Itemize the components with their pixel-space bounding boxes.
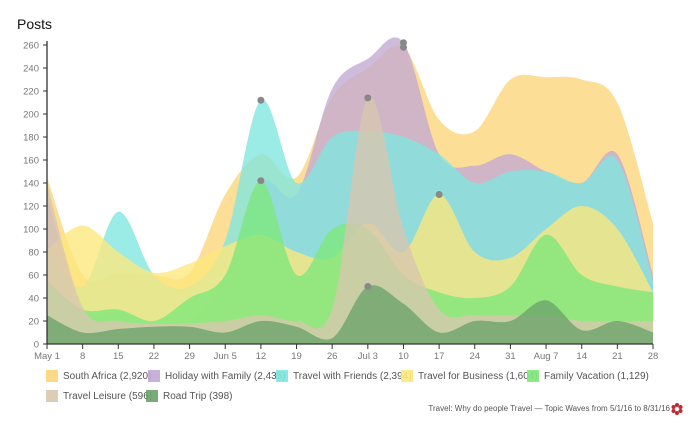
legend-label: Travel with Friends (2,394) [293, 370, 412, 382]
legend-item-4[interactable]: Family Vacation (1,129) [527, 370, 649, 382]
peak-marker-2[interactable] [257, 96, 265, 104]
x-tick-label: Jul 3 [358, 351, 378, 362]
y-axis-title: Posts [17, 16, 52, 32]
x-tick-label: 10 [398, 351, 409, 362]
x-tick-label: 26 [327, 351, 338, 362]
y-tick-label: 160 [23, 156, 39, 167]
area-series-5[interactable] [47, 96, 653, 345]
peak-marker-1[interactable] [399, 39, 407, 47]
x-tick-label: 24 [469, 351, 480, 362]
peak-marker-4[interactable] [257, 177, 265, 185]
x-tick-label: 8 [80, 351, 85, 362]
y-tick-label: 0 [34, 340, 39, 351]
areas-group [47, 37, 653, 345]
area-series-6[interactable] [47, 285, 653, 344]
legend-swatch [148, 370, 160, 382]
legend-swatch [276, 370, 288, 382]
x-tick-label: 15 [113, 351, 124, 362]
legend-label: Travel for Business (1,604) [418, 370, 538, 382]
legend-item-0[interactable]: South Africa (2,920) [46, 370, 151, 382]
legend-label: Holiday with Family (2,435) [165, 370, 286, 382]
legend-item-5[interactable]: Travel Leisure (596) [46, 390, 152, 402]
x-tick-label: 19 [291, 351, 302, 362]
y-tick-label: 100 [23, 225, 39, 236]
y-tick-label: 140 [23, 179, 39, 190]
y-tick-label: 120 [23, 202, 39, 213]
y-tick-label: 80 [28, 248, 39, 259]
legend-item-3[interactable]: Travel for Business (1,604) [401, 370, 538, 382]
x-tick-label: 21 [612, 351, 623, 362]
y-ticks: 0 20 40 60 80 100 120 140 160 180 200 220 240 260 [23, 41, 47, 351]
legend-label: South Africa (2,920) [63, 370, 152, 382]
x-tick-label: 17 [434, 351, 445, 362]
legend-swatch [46, 370, 58, 382]
y-tick-label: 240 [23, 64, 39, 75]
x-tick-label: 14 [576, 351, 587, 362]
x-tick-label: Aug 7 [534, 351, 559, 362]
y-tick-label: 220 [23, 87, 39, 98]
flower-logo-icon [671, 403, 683, 415]
y-tick-label: 180 [23, 133, 39, 144]
x-tick-label: 22 [149, 351, 160, 362]
legend-swatch [527, 370, 539, 382]
x-tick-label: 31 [505, 351, 516, 362]
peak-marker-5[interactable] [364, 94, 372, 102]
legend-item-6[interactable]: Road Trip (398) [146, 390, 232, 402]
footer-caption: Travel: Why do people Travel — Topic Wav… [428, 404, 670, 413]
y-tick-label: 260 [23, 41, 39, 52]
y-tick-label: 20 [28, 317, 39, 328]
legend-label: Family Vacation (1,129) [544, 370, 649, 382]
x-ticks: May 1 8 15 22 29 Jun 5 12 19 26 Jul 3 10 17 24 31 Aug … [34, 344, 658, 362]
legend-label: Road Trip (398) [163, 390, 233, 402]
x-tick-label: Jun 5 [214, 351, 237, 362]
y-tick-label: 60 [28, 271, 39, 282]
x-tick-label: 28 [648, 351, 659, 362]
legend-swatch [46, 390, 58, 402]
peak-marker-6[interactable] [364, 283, 372, 290]
y-tick-label: 40 [28, 294, 39, 305]
legend-item-1[interactable]: Holiday with Family (2,435) [148, 370, 286, 382]
peak-marker-3[interactable] [435, 191, 443, 198]
x-tick-label: May 1 [34, 351, 60, 362]
legend-item-2[interactable]: Travel with Friends (2,394) [276, 370, 412, 382]
y-tick-label: 200 [23, 110, 39, 121]
x-tick-label: 29 [184, 351, 195, 362]
peak-markers [257, 39, 443, 290]
legend-label: Travel Leisure (596) [63, 390, 153, 402]
legend-swatch [401, 370, 413, 382]
x-tick-label: 12 [256, 351, 267, 362]
legend-swatch [146, 390, 158, 402]
